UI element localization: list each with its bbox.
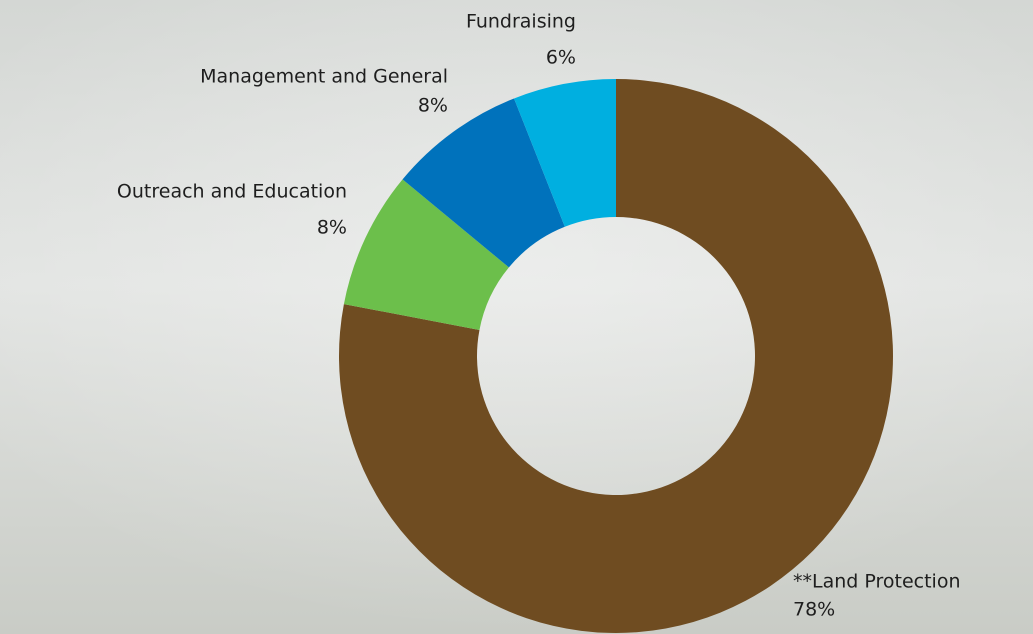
donut-slice <box>402 98 565 268</box>
slice-label: Management and General <box>200 66 448 88</box>
slice-label: Outreach and Education <box>117 181 347 203</box>
slice-value-label: 8% <box>317 217 347 239</box>
donut-slice <box>339 79 893 633</box>
donut <box>339 79 893 633</box>
slice-label: **Land Protection <box>793 571 961 593</box>
labels: **Land Protection 78% Outreach and Educati… <box>117 11 961 621</box>
slice-value-label: 78% <box>793 599 835 621</box>
donut-slice <box>343 179 509 330</box>
slice-label: Fundraising <box>466 11 576 33</box>
slice-value-label: 8% <box>418 95 448 117</box>
donut-slice <box>514 79 616 227</box>
slice-value-label: 6% <box>546 47 576 69</box>
